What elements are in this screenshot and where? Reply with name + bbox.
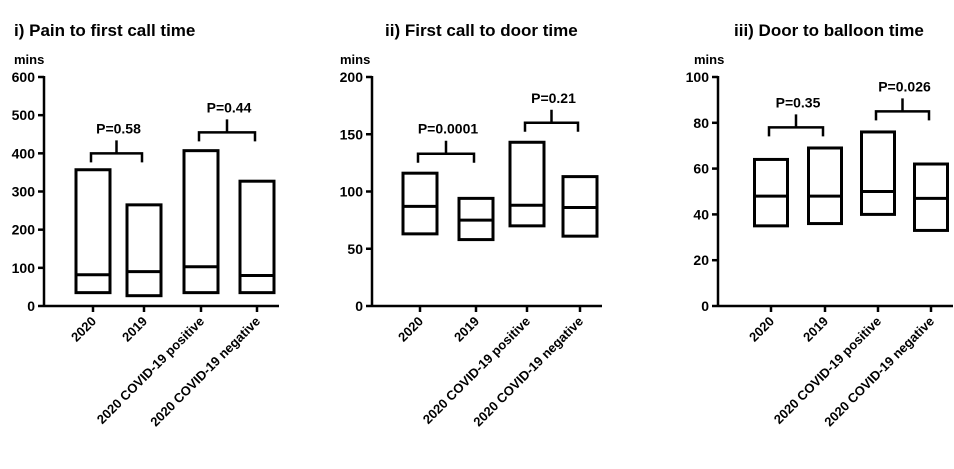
y-tick-label: 100 [340, 184, 364, 200]
x-category-label: 2019 [451, 314, 482, 345]
box-2020 [74, 168, 112, 295]
y-axis-unit-label: mins [340, 52, 370, 67]
x-category-label: 2020 COVID-19 negative [470, 314, 586, 430]
y-tick-label: 300 [12, 184, 36, 200]
box-2020-covid-19-positive [182, 149, 220, 295]
box-2020 [401, 171, 439, 236]
y-tick-label: 20 [693, 252, 709, 268]
chart-title: ii) First call to door time [385, 21, 578, 40]
y-tick-label: 200 [340, 69, 364, 85]
significance-bracket [523, 109, 580, 132]
x-category-label: 2020 [68, 314, 99, 345]
y-tick-label: 500 [12, 107, 36, 123]
box-2020 [753, 157, 789, 228]
p-value-label: P=0.0001 [418, 121, 479, 137]
x-category-label: 2020 COVID-19 positive [94, 314, 207, 427]
p-value-label: P=0.58 [96, 120, 141, 136]
y-tick-label: 150 [340, 126, 364, 142]
chart-title: i) Pain to first call time [14, 21, 195, 40]
p-value-label: P=0.35 [776, 94, 821, 110]
x-category-label: 2020 COVID-19 negative [147, 314, 263, 430]
y-tick-label: 0 [27, 298, 35, 314]
significance-bracket [874, 98, 931, 121]
y-tick-label: 400 [12, 145, 36, 161]
p-value-label: P=0.44 [207, 99, 252, 115]
y-tick-label: 600 [12, 69, 36, 85]
y-tick-label: 50 [347, 241, 363, 257]
box-2019 [125, 203, 163, 298]
box-2020-covid-19-positive [508, 140, 546, 228]
significance-bracket [89, 140, 144, 163]
x-category-label: 2020 [395, 314, 426, 345]
chart-title: iii) Door to balloon time [734, 21, 924, 40]
box-2020-covid-19-negative [238, 179, 276, 295]
box-2020-covid-19-positive [860, 130, 896, 216]
y-tick-label: 200 [12, 222, 36, 238]
y-tick-label: 100 [12, 260, 36, 276]
y-axis-unit-label: mins [14, 52, 44, 67]
significance-bracket [767, 114, 825, 137]
box-2019 [807, 146, 843, 226]
x-category-label: 2020 COVID-19 positive [420, 314, 533, 427]
significance-bracket [416, 140, 476, 163]
chart-panel-door-to-balloon: iii) Door to balloon time mins 0 20 40 60 80… [686, 21, 953, 429]
y-axis-unit-label: mins [694, 52, 724, 67]
p-value-label: P=0.026 [878, 78, 931, 94]
x-category-label: 2020 COVID-19 positive [771, 314, 884, 427]
y-tick-label: 0 [355, 298, 363, 314]
significance-bracket [197, 119, 257, 142]
p-value-label: P=0.21 [531, 90, 576, 106]
chart-panel-first-call-to-door: ii) First call to door time mins 0 50 100 1… [340, 21, 602, 429]
chart-panel-pain-to-first-call: i) Pain to first call time mins 0 100 200 3… [12, 21, 279, 429]
x-category-label: 2019 [800, 314, 831, 345]
y-tick-label: 80 [693, 115, 709, 131]
y-tick-label: 100 [686, 69, 710, 85]
y-tick-label: 60 [693, 161, 709, 177]
y-tick-label: 0 [701, 298, 709, 314]
x-category-label: 2020 COVID-19 negative [821, 314, 937, 430]
y-tick-label: 40 [693, 206, 709, 222]
x-category-label: 2020 [746, 314, 777, 345]
x-category-label: 2019 [119, 314, 150, 345]
